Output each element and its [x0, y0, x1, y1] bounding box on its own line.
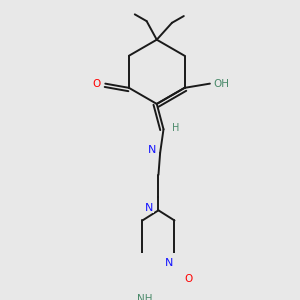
Text: O: O [93, 79, 101, 88]
Text: O: O [185, 274, 193, 284]
Text: OH: OH [213, 79, 229, 88]
Text: N: N [148, 145, 156, 154]
Text: H: H [172, 123, 179, 133]
Text: NH: NH [137, 294, 153, 300]
Text: N: N [145, 203, 153, 213]
Text: N: N [164, 258, 173, 268]
